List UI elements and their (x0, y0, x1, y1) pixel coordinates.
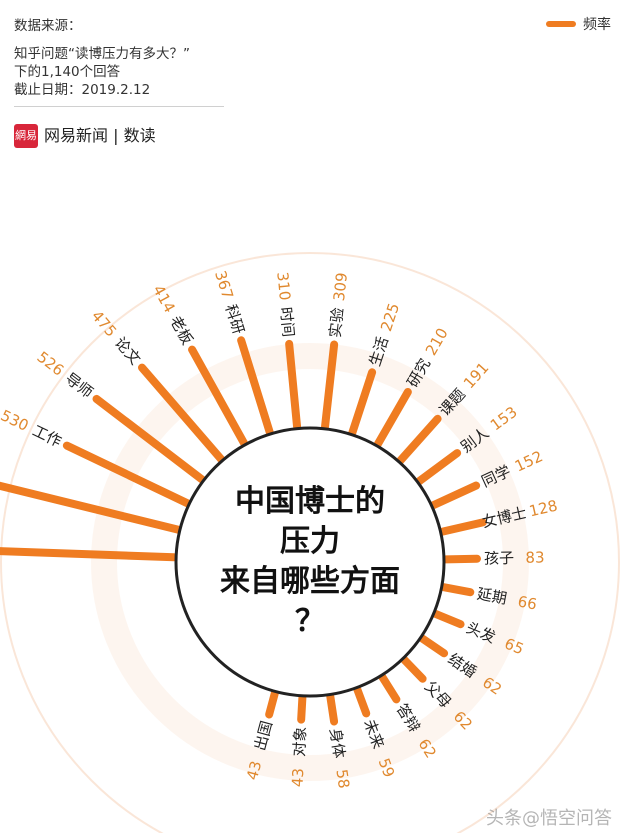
bar-13 (415, 449, 462, 486)
category-label-4: 导师 (62, 369, 97, 402)
category-label-8: 时间 (277, 306, 298, 338)
category-label-3: 工作 (30, 422, 65, 451)
bar-23 (326, 692, 339, 726)
category-label-7: 科研 (222, 302, 248, 336)
value-label-25: 43 (243, 759, 265, 782)
center-title-line-3: 来自哪些方面 (220, 564, 400, 599)
category-label-5: 论文 (111, 334, 144, 368)
bar-22 (353, 685, 371, 718)
center-title-line-4: ？ (295, 604, 325, 639)
value-label-3: 530 (0, 406, 31, 435)
background-rings (0, 252, 620, 833)
value-label-14: 152 (512, 447, 546, 475)
bar-11 (373, 387, 412, 449)
value-labels: 1,29583153052647541436731030922521019115… (0, 269, 559, 790)
category-label-17: 延期 (476, 585, 509, 608)
bar-7 (237, 336, 274, 437)
bar-25 (265, 689, 279, 719)
bar-17 (439, 583, 475, 597)
center-title: 中国博士的 压力 来自哪些方面 ？ (176, 428, 444, 696)
logo-text: 网易新闻 | 数读 (44, 126, 156, 145)
value-label-15: 128 (527, 497, 559, 521)
category-label-25: 出国 (251, 719, 276, 753)
legend-swatch (546, 21, 576, 27)
watermark: 头条@悟空问答 (486, 808, 612, 829)
netease-logo: 網易 (14, 124, 38, 148)
bar-21 (378, 673, 401, 704)
bar-20 (400, 655, 427, 683)
bar-14 (429, 481, 481, 510)
value-label-17: 66 (516, 592, 538, 613)
bar-12 (396, 414, 442, 465)
category-label-18: 头发 (464, 619, 499, 647)
background-ring (0, 252, 620, 833)
value-label-5: 475 (88, 307, 120, 340)
legend-label: 频率 (583, 17, 611, 33)
bar-24 (297, 693, 307, 724)
bar-16 (441, 554, 482, 564)
value-label-18: 65 (502, 634, 527, 658)
value-label-4: 526 (34, 348, 68, 380)
category-label-24: 对象 (290, 726, 310, 757)
category-label-6: 老板 (166, 313, 196, 348)
value-label-12: 191 (460, 359, 492, 392)
bar-6 (188, 345, 248, 448)
bar-5 (137, 363, 226, 464)
value-label-9: 309 (330, 272, 351, 302)
divider (14, 106, 224, 107)
center-title-line-2: 压力 (280, 524, 340, 559)
bar-10 (348, 368, 377, 437)
bar-8 (285, 339, 302, 431)
bar-3 (62, 441, 192, 508)
value-label-11: 210 (422, 325, 452, 359)
value-label-16: 83 (525, 548, 544, 566)
background-ring (91, 343, 529, 781)
category-label-22: 未来 (360, 717, 387, 751)
bar-2 (0, 481, 182, 534)
bar-9 (321, 340, 339, 431)
center-circle (174, 426, 446, 698)
source-question: 知乎问题“读博压力有多大？” (14, 46, 190, 62)
bar-4 (92, 394, 206, 484)
source-answers: 下的1,140个回答 (14, 64, 121, 80)
bar-15 (438, 518, 487, 536)
value-label-13: 153 (487, 403, 521, 435)
bar-1 (0, 547, 179, 562)
value-label-23: 58 (332, 768, 353, 790)
bars (0, 336, 487, 726)
category-label-23: 身体 (326, 727, 348, 759)
value-label-10: 225 (377, 301, 403, 334)
value-label-22: 59 (375, 756, 399, 780)
value-label-6: 414 (149, 282, 179, 316)
center-title-line-1: 中国博士的 (235, 484, 385, 519)
source-date: 截止日期：2019.2.12 (14, 82, 151, 98)
bar-19 (418, 634, 449, 658)
source-heading: 数据来源： (14, 18, 82, 34)
bar-18 (431, 609, 465, 629)
category-label-9: 实验 (326, 307, 347, 339)
category-label-16: 孩子 (484, 549, 514, 568)
value-label-7: 367 (211, 269, 237, 302)
value-label-24: 43 (288, 767, 307, 787)
value-label-8: 310 (273, 271, 294, 301)
